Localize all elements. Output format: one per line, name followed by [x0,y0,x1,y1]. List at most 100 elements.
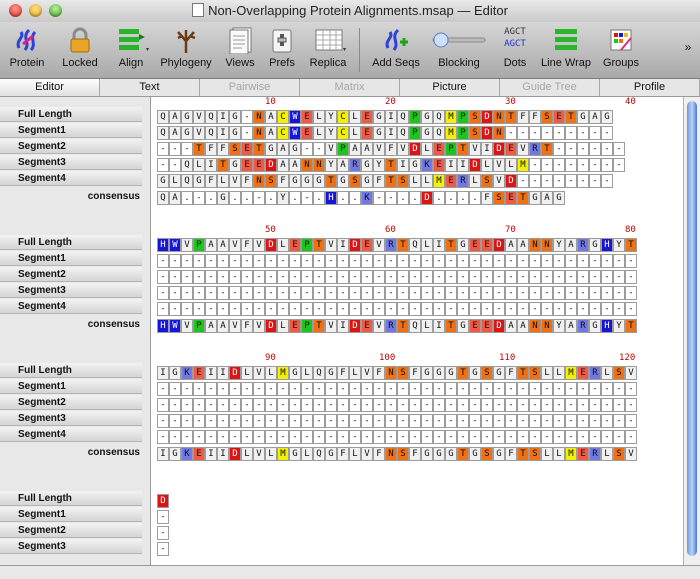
residue-cell[interactable]: - [373,414,385,428]
residue-cell[interactable]: T [541,142,553,156]
residue-cell[interactable]: N [253,110,265,124]
residue-cell[interactable]: . [229,191,241,205]
residue-cell[interactable]: - [289,382,301,396]
residue-cell[interactable]: I [217,447,229,461]
residue-cell[interactable]: R [349,158,361,172]
tab-picture[interactable]: Picture [400,79,500,96]
residue-cell[interactable]: G [589,319,601,333]
residue-cell[interactable]: T [397,319,409,333]
residue-cell[interactable]: W [169,238,181,252]
residue-cell[interactable]: V [361,447,373,461]
residue-cell[interactable]: - [577,254,589,268]
residue-cell[interactable]: T [517,447,529,461]
residue-cell[interactable]: . [469,191,481,205]
residue-cell[interactable]: - [205,382,217,396]
residue-cell[interactable]: - [613,270,625,284]
residue-cell[interactable]: - [481,286,493,300]
residue-cell[interactable]: G [193,174,205,188]
residue-cell[interactable]: - [469,254,481,268]
residue-cell[interactable]: - [241,382,253,396]
residue-cell[interactable]: - [181,382,193,396]
residue-cell[interactable]: - [409,398,421,412]
residue-cell[interactable]: - [301,398,313,412]
residue-cell[interactable]: - [157,142,169,156]
residue-cell[interactable]: - [325,382,337,396]
residue-cell[interactable]: - [301,270,313,284]
residue-cell[interactable]: - [217,270,229,284]
residue-cell[interactable]: T [625,238,637,252]
residue-cell[interactable]: - [577,382,589,396]
residue-cell[interactable]: N [253,126,265,140]
residue-cell[interactable]: - [385,302,397,316]
residue-cell[interactable]: T [505,110,517,124]
residue-cell[interactable]: - [613,414,625,428]
residue-cell[interactable]: N [529,238,541,252]
replica-button[interactable]: Replica [302,26,354,69]
residue-cell[interactable]: - [193,430,205,444]
residue-cell[interactable]: L [541,447,553,461]
residue-cell[interactable]: C [337,110,349,124]
residue-cell[interactable]: - [265,286,277,300]
residue-cell[interactable]: I [217,110,229,124]
residue-cell[interactable]: - [313,398,325,412]
residue-cell[interactable]: V [469,142,481,156]
residue-cell[interactable]: - [553,142,565,156]
residue-cell[interactable]: N [493,126,505,140]
residue-cell[interactable]: - [193,398,205,412]
residue-cell[interactable]: - [445,302,457,316]
residue-cell[interactable]: - [589,382,601,396]
residue-cell[interactable]: - [565,430,577,444]
residue-cell[interactable]: G [373,126,385,140]
residue-cell[interactable]: - [433,382,445,396]
residue-cell[interactable]: W [289,126,301,140]
residue-cell[interactable]: T [457,366,469,380]
residue-cell[interactable]: E [241,142,253,156]
residue-cell[interactable]: S [613,366,625,380]
residue-cell[interactable]: D [469,158,481,172]
residue-cell[interactable]: M [445,126,457,140]
residue-cell[interactable]: - [589,270,601,284]
residue-cell[interactable]: - [289,398,301,412]
residue-cell[interactable]: F [409,366,421,380]
residue-cell[interactable]: V [325,238,337,252]
residue-cell[interactable]: - [349,254,361,268]
residue-cell[interactable]: G [445,366,457,380]
residue-cell[interactable]: - [601,158,613,172]
residue-cell[interactable]: T [385,174,397,188]
residue-cell[interactable]: - [385,270,397,284]
residue-cell[interactable]: - [193,382,205,396]
residue-cell[interactable]: . [397,191,409,205]
residue-cell[interactable]: T [565,110,577,124]
residue-cell[interactable]: M [277,447,289,461]
residue-cell[interactable]: - [265,270,277,284]
residue-cell[interactable]: - [565,382,577,396]
residue-cell[interactable]: - [541,302,553,316]
residue-cell[interactable]: - [565,126,577,140]
residue-cell[interactable]: - [601,126,613,140]
residue-cell[interactable]: - [277,382,289,396]
residue-cell[interactable]: - [157,286,169,300]
residue-cell[interactable]: C [337,126,349,140]
residue-cell[interactable]: - [577,126,589,140]
residue-cell[interactable]: V [181,319,193,333]
residue-cell[interactable]: D [493,238,505,252]
sequence-name-segment2[interactable]: Segment2 [0,395,142,410]
residue-cell[interactable]: F [409,447,421,461]
residue-cell[interactable]: E [469,319,481,333]
residue-cell[interactable]: M [565,447,577,461]
residue-cell[interactable]: A [205,238,217,252]
residue-cell[interactable]: S [493,191,505,205]
residue-cell[interactable]: - [181,398,193,412]
residue-cell[interactable]: - [229,414,241,428]
residue-cell[interactable]: I [205,447,217,461]
residue-cell[interactable]: - [181,286,193,300]
residue-cell[interactable]: - [541,286,553,300]
sequence-name-segment1[interactable]: Segment1 [0,507,142,522]
residue-cell[interactable]: S [229,142,241,156]
residue-cell[interactable]: - [229,302,241,316]
residue-cell[interactable]: - [565,158,577,172]
residue-cell[interactable]: F [529,110,541,124]
residue-cell[interactable]: - [589,430,601,444]
residue-cell[interactable]: - [241,270,253,284]
residue-cell[interactable]: H [601,319,613,333]
